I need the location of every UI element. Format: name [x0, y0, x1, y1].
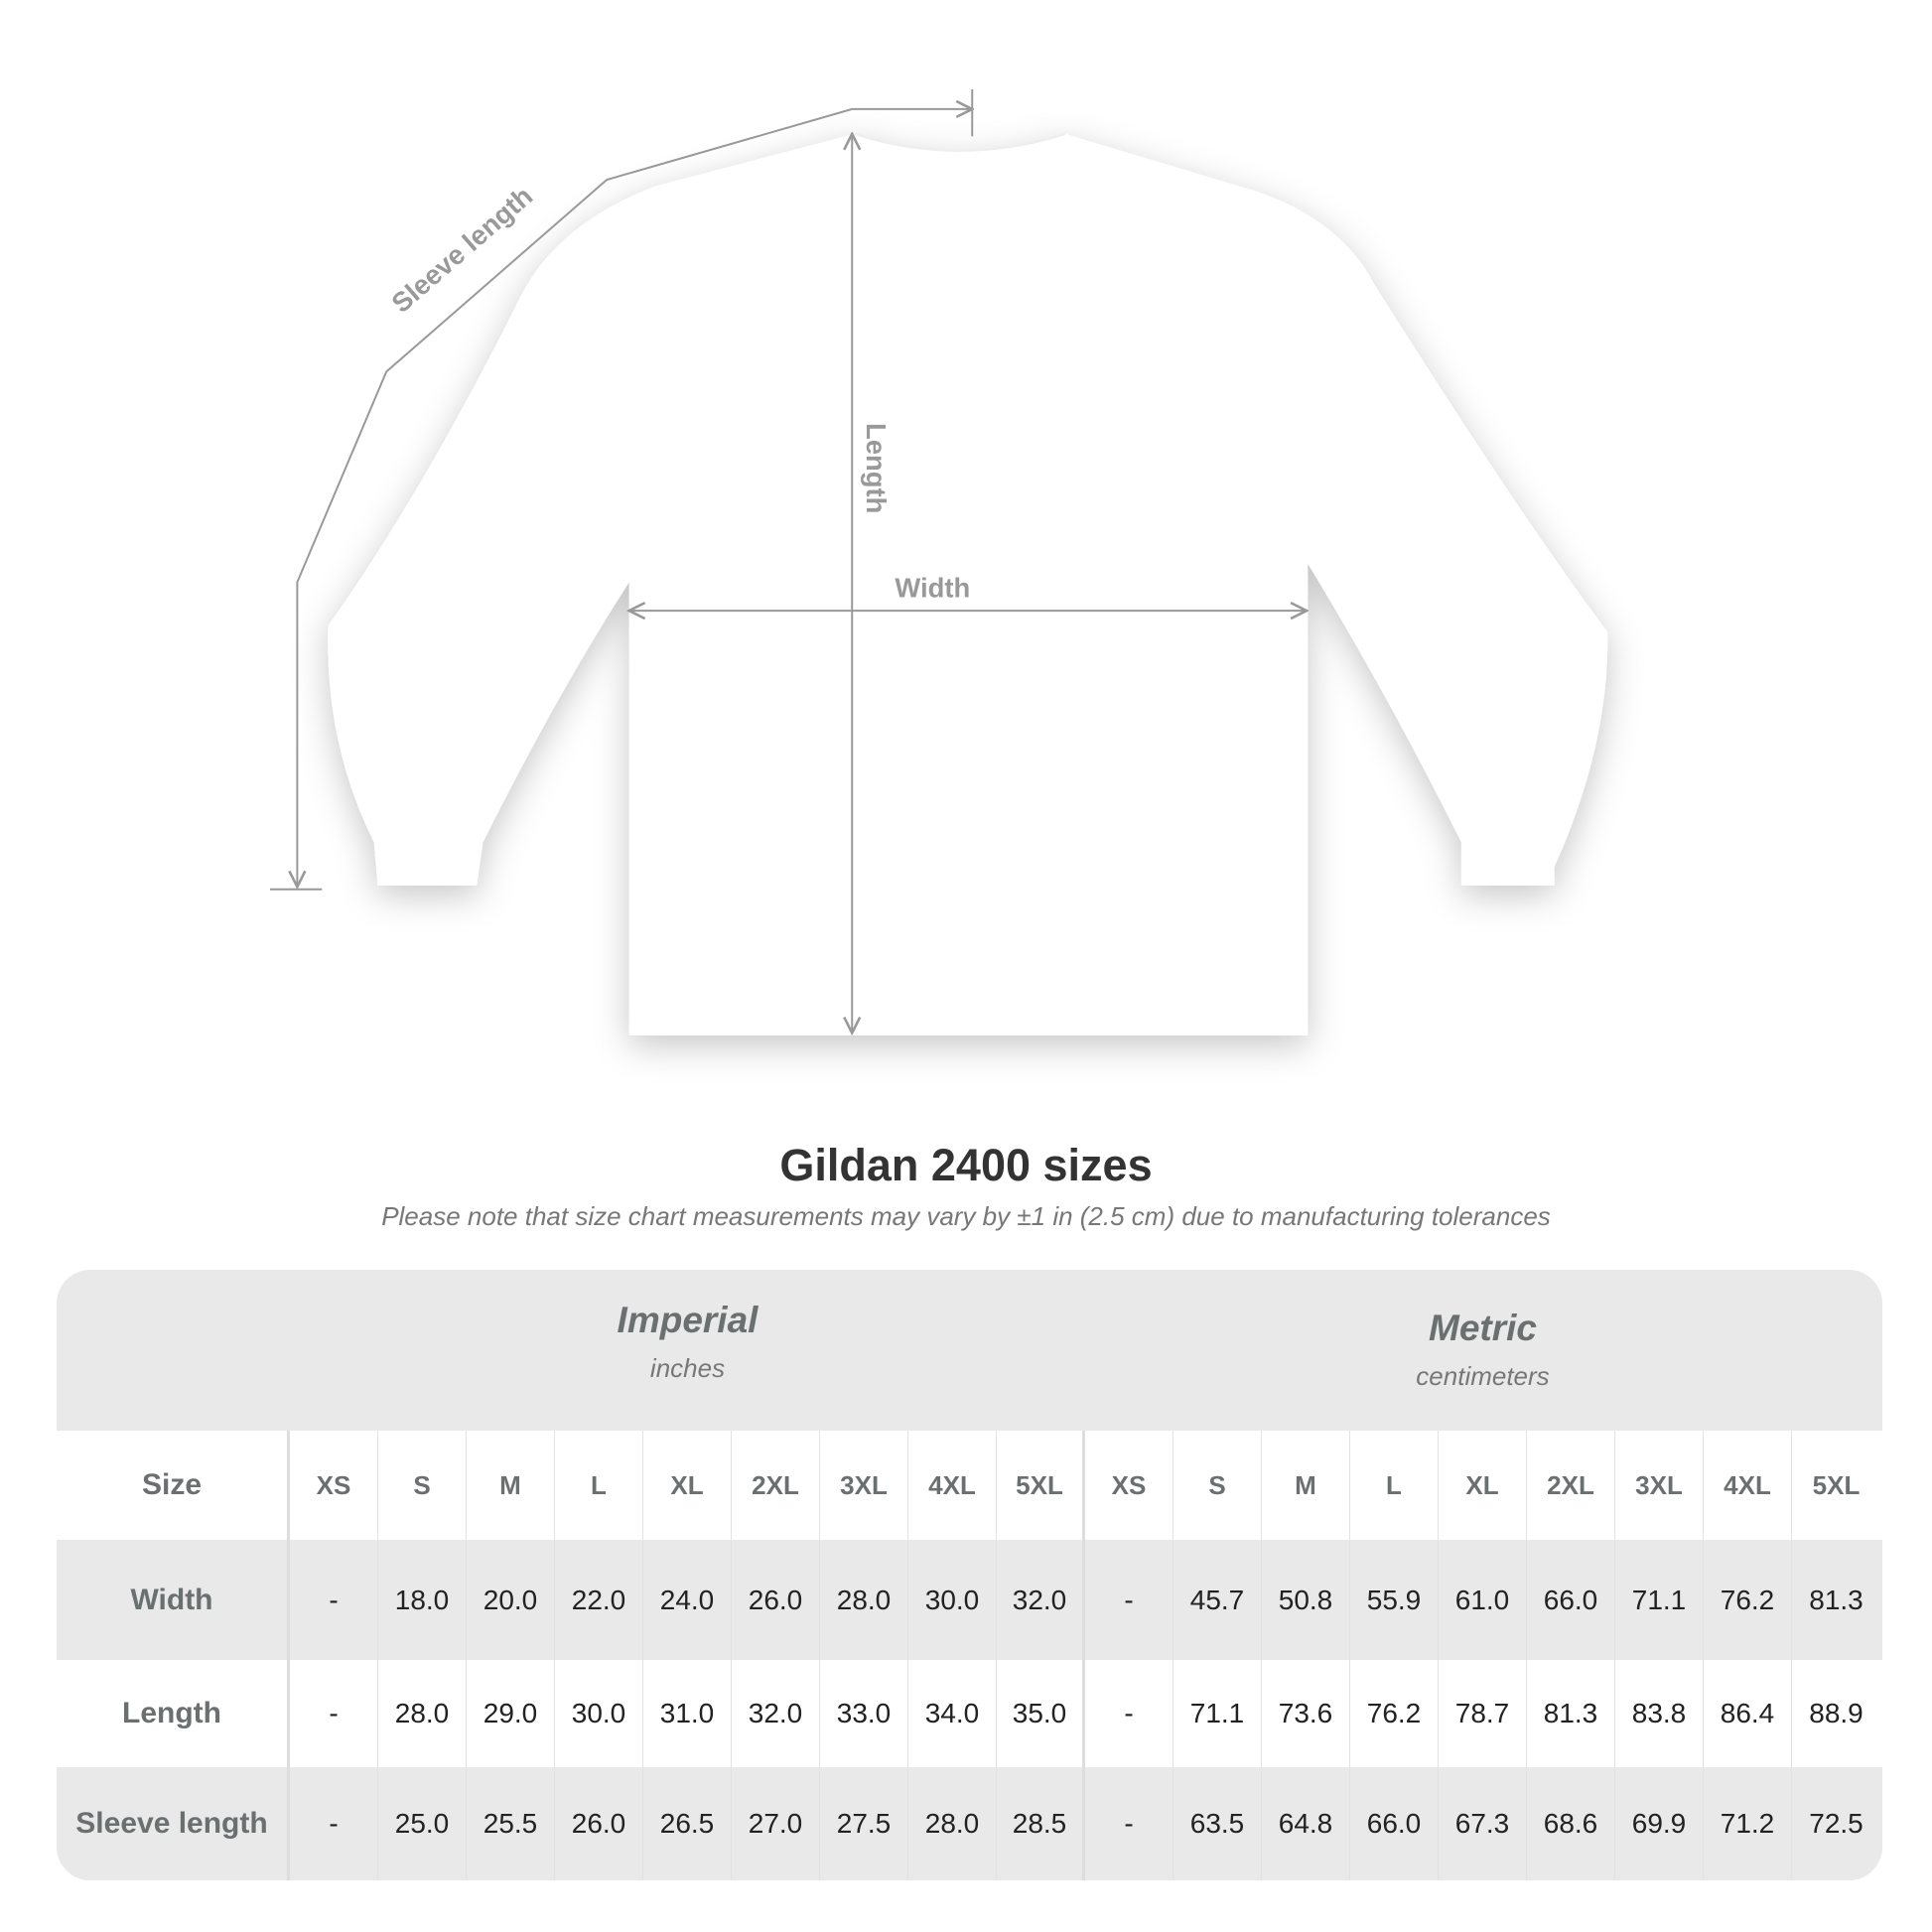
- value-cell: -: [1085, 1540, 1173, 1660]
- sleeve-length-line: [297, 109, 972, 887]
- value-cell: 66.0: [1527, 1540, 1615, 1660]
- value-cell: 67.3: [1439, 1767, 1527, 1880]
- size-header-cell: 3XL: [1615, 1431, 1704, 1540]
- value-cell: 76.2: [1704, 1540, 1792, 1660]
- size-header-cell: XS: [290, 1431, 378, 1540]
- size-header-cell: 4XL: [908, 1431, 997, 1540]
- value-cell: 32.0: [732, 1660, 820, 1767]
- value-cell: -: [290, 1540, 378, 1660]
- size-header-cell: M: [467, 1431, 555, 1540]
- shirt-diagram: Sleeve length Length Width: [269, 88, 1608, 1035]
- imperial-unit: inches: [649, 1353, 726, 1383]
- value-cell: 64.8: [1262, 1767, 1350, 1880]
- metric-title: Metric: [1429, 1308, 1537, 1348]
- value-cell: 63.5: [1173, 1767, 1262, 1880]
- value-cell: 83.8: [1615, 1660, 1704, 1767]
- value-cell: 68.6: [1527, 1767, 1615, 1880]
- size-header-cell: XL: [1439, 1431, 1527, 1540]
- value-cell: 18.0: [378, 1540, 467, 1660]
- size-header-cell: XL: [643, 1431, 732, 1540]
- value-cell: 25.5: [467, 1767, 555, 1880]
- size-header-cell: L: [555, 1431, 643, 1540]
- tolerance-note: Please note that size chart measurements…: [381, 1201, 1551, 1231]
- size-header-cell: 2XL: [1527, 1431, 1615, 1540]
- row-label: Length: [57, 1660, 290, 1767]
- value-cell: 73.6: [1262, 1660, 1350, 1767]
- size-table: Imperial inches Metric centimeters Size X…: [57, 1270, 1882, 1880]
- size-header-cell: 2XL: [732, 1431, 820, 1540]
- value-cell: -: [290, 1767, 378, 1880]
- value-cell: 71.2: [1704, 1767, 1792, 1880]
- size-header-cell: XS: [1085, 1431, 1173, 1540]
- value-cell: 28.0: [908, 1767, 997, 1880]
- value-cell: -: [290, 1660, 378, 1767]
- value-cell: 71.1: [1173, 1660, 1262, 1767]
- value-cell: 26.0: [555, 1767, 643, 1880]
- imperial-header: Imperial inches: [290, 1300, 1085, 1384]
- value-cell: 28.0: [378, 1660, 467, 1767]
- value-cell: 22.0: [555, 1540, 643, 1660]
- width-label: Width: [895, 572, 970, 603]
- value-cell: 81.3: [1809, 1584, 1863, 1615]
- value-cell: 27.5: [820, 1767, 908, 1880]
- value-cell: 26.5: [643, 1767, 732, 1880]
- value-cell: 78.7: [1439, 1660, 1527, 1767]
- size-header-row: Size XS S M L XL 2XL 3XL 4XL 5XL XS S M L XL 2XL 3XL 4XL 5…: [57, 1431, 1882, 1540]
- value-cell: -: [1085, 1660, 1173, 1767]
- row-label: Width: [57, 1540, 290, 1660]
- value-cell: 76.2: [1350, 1660, 1439, 1767]
- value-cell: 30.0: [555, 1660, 643, 1767]
- value-cell: 50.8: [1262, 1540, 1350, 1660]
- value-cell: 72.5: [1809, 1808, 1863, 1839]
- value-cell: 55.9: [1350, 1540, 1439, 1660]
- sleeve-length-label: Sleeve length: [385, 180, 538, 318]
- size-header-cell: L: [1350, 1431, 1439, 1540]
- table-row-length: Length -28.0 29.0 30.0 31.0 32.0 33.0 34.0 35.0-…: [57, 1660, 1882, 1767]
- page-title: Gildan 2400 sizes: [779, 1140, 1153, 1190]
- value-cell: 69.9: [1615, 1767, 1704, 1880]
- value-cell: 81.3: [1527, 1660, 1615, 1767]
- size-header-cell: 4XL: [1704, 1431, 1792, 1540]
- value-cell: 24.0: [643, 1540, 732, 1660]
- size-header-cell: 5XL: [997, 1431, 1085, 1540]
- table-row-width: Width -18.0 20.0 22.0 24.0 26.0 28.0 30.0 32.0-4…: [57, 1540, 1882, 1660]
- row-label: Sleeve length: [57, 1767, 290, 1880]
- value-cell: 66.0: [1350, 1767, 1439, 1880]
- value-cell: 61.0: [1439, 1540, 1527, 1660]
- row-label: Size: [57, 1431, 290, 1540]
- size-header-cell: 3XL: [820, 1431, 908, 1540]
- imperial-title: Imperial: [617, 1300, 759, 1340]
- size-header-cell: S: [378, 1431, 467, 1540]
- table-row-sleeve-length: Sleeve length -25.0 25.5 26.0 26.5 27.0 27.5 28…: [57, 1767, 1882, 1880]
- value-cell: 26.0: [732, 1540, 820, 1660]
- value-cell: 86.4: [1704, 1660, 1792, 1767]
- metric-header: Metric centimeters: [1085, 1308, 1880, 1392]
- size-header-cell: 5XL: [1812, 1469, 1861, 1500]
- value-cell: 28.0: [820, 1540, 908, 1660]
- value-cell: 29.0: [467, 1660, 555, 1767]
- table-header-band: Imperial inches Metric centimeters: [57, 1270, 1882, 1431]
- value-cell: 71.1: [1615, 1540, 1704, 1660]
- value-cell: 35.0: [997, 1660, 1085, 1767]
- size-header-cell: M: [1262, 1431, 1350, 1540]
- value-cell: 27.0: [732, 1767, 820, 1880]
- value-cell: 45.7: [1173, 1540, 1262, 1660]
- value-cell: 25.0: [378, 1767, 467, 1880]
- length-label: Length: [861, 423, 892, 513]
- value-cell: 32.0: [997, 1540, 1085, 1660]
- value-cell: 31.0: [643, 1660, 732, 1767]
- value-cell: 34.0: [908, 1660, 997, 1767]
- size-header-cell: S: [1173, 1431, 1262, 1540]
- value-cell: 28.5: [997, 1767, 1085, 1880]
- value-cell: 88.9: [1809, 1698, 1863, 1728]
- value-cell: 33.0: [820, 1660, 908, 1767]
- value-cell: 20.0: [467, 1540, 555, 1660]
- value-cell: -: [1085, 1767, 1173, 1880]
- value-cell: 30.0: [908, 1540, 997, 1660]
- metric-unit: centimeters: [1416, 1361, 1550, 1391]
